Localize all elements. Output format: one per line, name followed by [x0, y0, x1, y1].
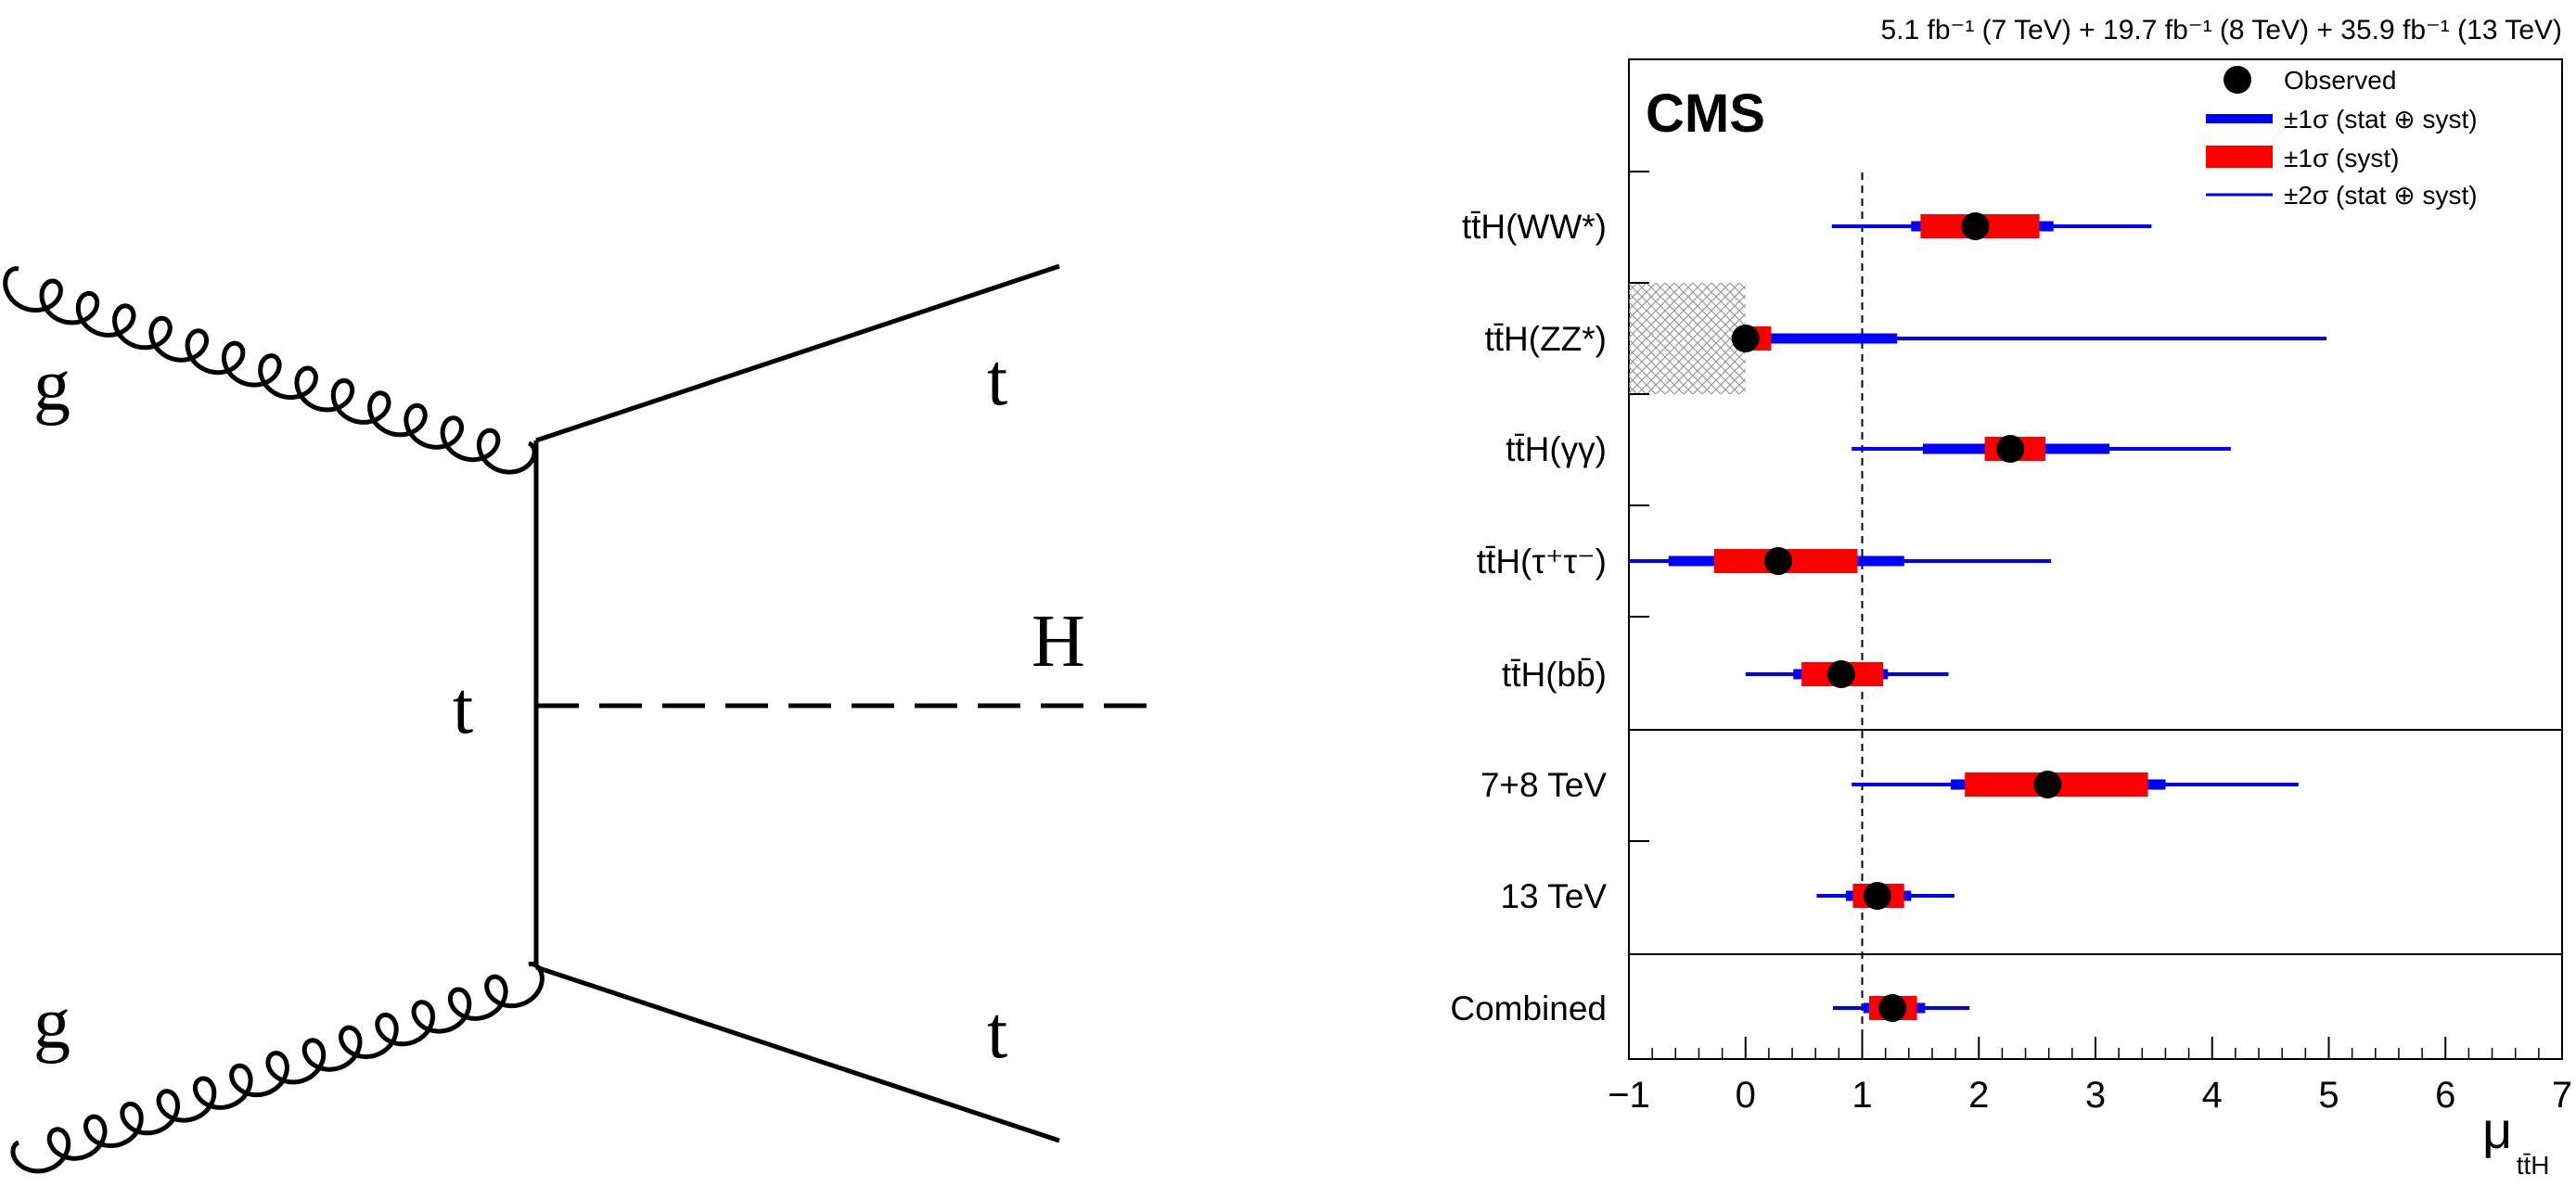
row-label: tt̄H(ZZ*) [1484, 320, 1607, 358]
gluon-lower-label: g [33, 983, 70, 1065]
x-tick-label: 2 [1968, 1075, 1989, 1116]
row-label: tt̄H(γγ) [1506, 430, 1607, 468]
forest-plot: 5.1 fb⁻¹ (7 TeV) + 19.7 fb⁻¹ (8 TeV) + 3… [1450, 15, 2572, 1180]
x-tick-label: 7 [2552, 1075, 2572, 1116]
top-out-lower-label: t [987, 992, 1007, 1074]
y-ticks [1629, 171, 1649, 842]
observed-point [1826, 660, 1855, 688]
x-tick-label: 1 [1852, 1075, 1872, 1116]
observed-point [1763, 547, 1792, 575]
top-outgoing-upper-line [535, 263, 1060, 443]
x-tick-label: 5 [2318, 1075, 2339, 1116]
legend-syst-1sigma-marker [2206, 146, 2273, 168]
observed-point [1731, 325, 1760, 352]
observed-point [1878, 994, 1907, 1022]
gluon-upper-line [3, 266, 537, 475]
luminosity-label: 5.1 fb⁻¹ (7 TeV) + 19.7 fb⁻¹ (8 TeV) + 3… [1880, 15, 2562, 45]
legend-syst-1sigma-label: ±1σ (syst) [2284, 144, 2399, 172]
x-tick-label: −1 [1608, 1075, 1650, 1116]
row-labels: tt̄H(WW*) tt̄H(ZZ*) tt̄H(γγ) tt̄H(τ⁺τ⁻) tt̄H… [1450, 208, 1607, 1027]
experiment-label: CMS [1646, 83, 1765, 144]
gluon-upper-label: g [33, 345, 70, 427]
legend-observed-marker [2224, 66, 2251, 94]
higgs-label: H [1032, 601, 1085, 683]
x-tick-label: 0 [1736, 1075, 1756, 1116]
legend-total-1sigma-label: ±1σ (stat ⊕ syst) [2284, 105, 2478, 134]
x-tick-label: 3 [2085, 1075, 2106, 1116]
measurement-rows [1629, 212, 2326, 1022]
top-propagator-label: t [453, 668, 473, 749]
x-ticks: −1 0 1 2 3 4 5 6 7 [1608, 1037, 2572, 1116]
observed-point [1863, 882, 1891, 910]
observed-point [1996, 435, 2025, 463]
x-axis-title: μ tt̄H [2482, 1101, 2550, 1180]
observed-point [2033, 771, 2062, 798]
row-label: 13 TeV [1500, 877, 1607, 915]
gluon-lines [3, 266, 545, 1174]
excluded-region-hatch [1629, 283, 1746, 394]
legend-total-2sigma-label: ±2σ (stat ⊕ syst) [2284, 181, 2478, 210]
top-outgoing-lower-line [535, 964, 1060, 1143]
hatch-layer [1629, 283, 1746, 394]
observed-point [1961, 212, 1990, 240]
row-label: tt̄H(bb̄) [1502, 656, 1607, 694]
row-label: 7+8 TeV [1480, 766, 1607, 804]
row-label: tt̄H(WW*) [1462, 208, 1607, 246]
legend-observed-label: Observed [2284, 66, 2396, 95]
feynman-diagram: g g t t t H [3, 263, 1150, 1174]
x-tick-label: 6 [2435, 1075, 2455, 1116]
row-label: Combined [1450, 989, 1607, 1027]
x-tick-label: 4 [2202, 1075, 2223, 1116]
gluon-lower-line [10, 961, 545, 1174]
legend: Observed ±1σ (stat ⊕ syst) ±1σ (syst) ±2… [2206, 66, 2478, 210]
row-label: tt̄H(τ⁺τ⁻) [1477, 542, 1607, 581]
top-out-upper-label: t [987, 339, 1007, 421]
